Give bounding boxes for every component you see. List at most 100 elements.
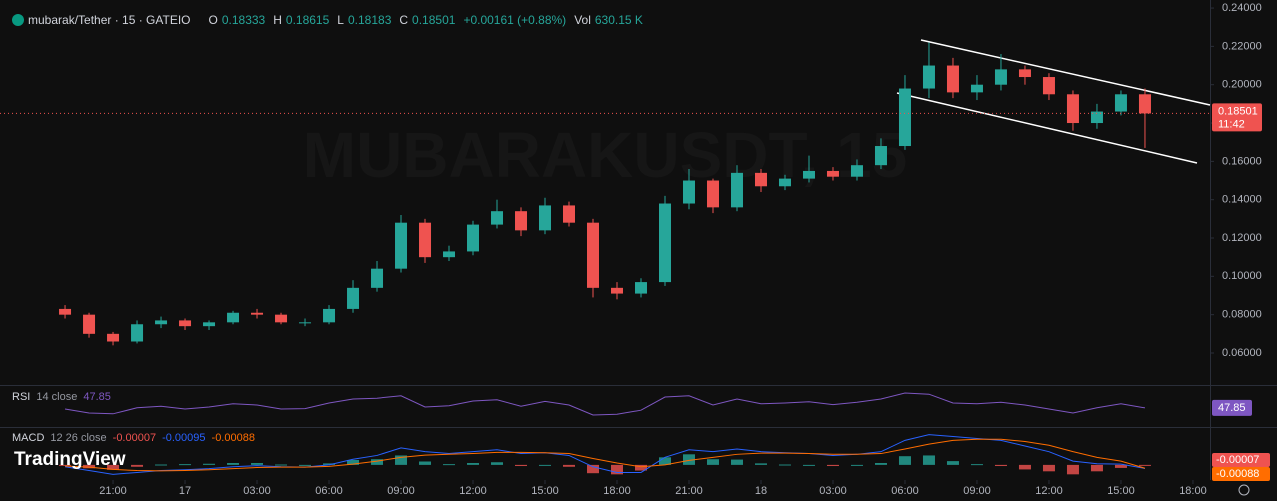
histogram-bar	[946, 461, 959, 465]
histogram-bar	[59, 464, 72, 466]
candle-body	[323, 308, 336, 323]
indicator-params: 12 26 close	[50, 432, 107, 444]
macd-legend: MACD 12 26 close -0.00007 -0.00095 -0.00…	[12, 432, 255, 444]
candle-body	[395, 222, 408, 269]
histogram-bar	[610, 464, 623, 475]
candle-body	[826, 170, 839, 177]
x-tick-label: 06:00	[891, 485, 919, 497]
countdown: 11:42	[1218, 118, 1245, 130]
candle-body	[515, 211, 528, 231]
x-tick-label: 12:00	[459, 485, 487, 497]
y-tick-label: 0.22000	[1222, 40, 1262, 52]
candle-body	[275, 314, 288, 323]
label: L	[337, 13, 344, 27]
value-tag	[1212, 399, 1252, 416]
indicator-name: MACD	[12, 432, 45, 444]
histogram-bar	[1090, 464, 1103, 472]
price-tag-value: 0.18501	[1218, 105, 1258, 117]
candle-body	[754, 172, 767, 187]
candle-body	[610, 287, 623, 294]
histogram-bar	[515, 464, 528, 467]
candle-body	[347, 287, 360, 309]
x-tick-label: 15:00	[531, 485, 559, 497]
value-tag	[1212, 453, 1270, 467]
y-tick-label: 0.24000	[1222, 2, 1262, 14]
candle-body	[874, 146, 887, 166]
histogram-bar	[658, 457, 671, 465]
histogram-bar	[107, 464, 120, 470]
candle-body	[634, 282, 647, 294]
candle-body	[587, 222, 600, 288]
y-tick-label: 0.08000	[1222, 309, 1262, 321]
histogram-bar	[587, 464, 600, 474]
candle-body	[443, 251, 456, 258]
histogram-bar	[347, 459, 360, 465]
histogram-bar	[179, 464, 192, 466]
macd-line	[65, 438, 1146, 472]
histogram-bar	[491, 462, 504, 465]
value: 0.18615	[285, 13, 330, 27]
histogram-bar	[299, 464, 312, 466]
macd-line	[64, 434, 1146, 475]
candle-body	[946, 65, 959, 93]
histogram-bar	[395, 455, 408, 465]
x-tick-label: 03:00	[243, 485, 271, 497]
candle-body	[1114, 94, 1127, 112]
candle-body	[299, 322, 312, 324]
candle-body	[778, 178, 791, 187]
y-tick-label: 0.12000	[1222, 232, 1262, 244]
histogram-bar	[131, 464, 144, 467]
indicator-value: -0.00088	[211, 432, 255, 444]
label: Vol	[574, 13, 591, 27]
candle-body	[898, 88, 911, 147]
settings-icon[interactable]	[1238, 484, 1250, 496]
histogram-bar	[754, 463, 767, 465]
candle-body	[802, 170, 815, 179]
candle-body	[730, 172, 743, 208]
candle-body	[563, 205, 576, 223]
channel-line	[920, 39, 1211, 106]
candle-body	[682, 180, 695, 204]
y-tick-label: 0.20000	[1222, 79, 1262, 91]
candle-body	[227, 312, 240, 323]
candle-body	[1018, 69, 1031, 78]
candle-body	[107, 333, 120, 342]
candle-body	[371, 268, 384, 288]
histogram-bar	[251, 463, 264, 465]
label: H	[273, 13, 282, 27]
histogram-bar	[203, 463, 216, 465]
brand-logo[interactable]: TradingView	[14, 449, 126, 470]
candle-body	[203, 322, 216, 327]
histogram-bar	[802, 464, 815, 466]
indicator-value: -0.00095	[162, 432, 206, 444]
value-tag-label: -0.00007	[1216, 454, 1259, 466]
histogram-bar	[898, 456, 911, 465]
candle-body	[922, 65, 935, 89]
candle-body	[419, 222, 432, 258]
histogram-bar	[970, 464, 983, 466]
x-tick-label: 21:00	[675, 485, 703, 497]
candle-body	[467, 224, 480, 252]
candle-body	[131, 324, 144, 342]
y-tick-label: 0.14000	[1222, 194, 1262, 206]
value: 630.15 K	[594, 13, 643, 27]
histogram-bar	[323, 463, 336, 465]
symbol-icon	[12, 14, 24, 26]
x-tick-label: 03:00	[819, 485, 847, 497]
histogram-bar	[371, 459, 384, 465]
indicator-name: RSI	[12, 391, 31, 403]
histogram-bar	[730, 459, 743, 465]
candle-body	[179, 320, 192, 327]
histogram-bar	[922, 455, 935, 465]
channel-line	[896, 92, 1198, 164]
histogram-bar	[1018, 464, 1031, 470]
y-tick-label: 0.10000	[1222, 270, 1262, 282]
candle-body	[539, 205, 552, 231]
value-tag-label: -0.00088	[1216, 468, 1259, 480]
histogram-bar	[539, 464, 552, 466]
histogram-bar	[227, 463, 240, 465]
value: 0.18183	[347, 13, 392, 27]
value-tag	[1212, 467, 1270, 481]
histogram-bar	[1066, 464, 1079, 475]
